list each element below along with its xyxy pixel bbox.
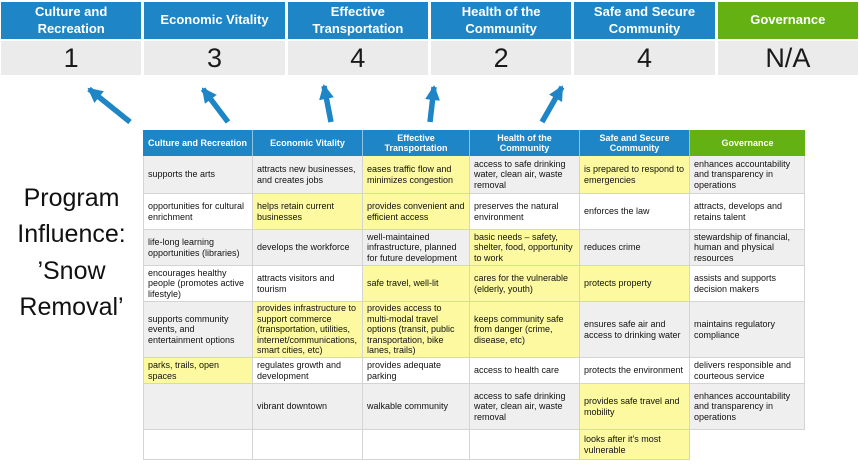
matrix-cell: enhances accountability and transparency… xyxy=(690,156,805,194)
matrix-cell xyxy=(143,430,253,460)
matrix-cell: delivers responsible and courteous servi… xyxy=(690,358,805,384)
up-arrow-icon xyxy=(539,85,565,124)
scoreboard-header-effective-transportation: Effective Transportation xyxy=(287,2,428,39)
matrix-cell: enhances accountability and transparency… xyxy=(690,384,805,430)
matrix-cell: life-long learning opportunities (librar… xyxy=(143,230,253,266)
matrix-cell xyxy=(253,430,363,460)
matrix-cell: looks after it's most vulnerable xyxy=(580,430,690,460)
matrix-cell: reduces crime xyxy=(580,230,690,266)
scoreboard-score-economic-vitality: 3 xyxy=(144,41,285,75)
matrix-cell: provides infrastructure to support comme… xyxy=(253,302,363,358)
scoreboard-header-economic-vitality: Economic Vitality xyxy=(144,2,285,39)
matrix-cell: vibrant downtown xyxy=(253,384,363,430)
matrix-cell: safe travel, well-lit xyxy=(363,266,470,302)
matrix-cell: provides adequate parking xyxy=(363,358,470,384)
matrix-cell: assists and supports decision makers xyxy=(690,266,805,302)
scoreboard: Culture and Recreation Economic Vitality E… xyxy=(1,2,858,75)
matrix-cell: is prepared to respond to emergencies xyxy=(580,156,690,194)
up-arrow-icon xyxy=(425,85,440,123)
matrix-cell: helps retain current businesses xyxy=(253,194,363,230)
matrix-cell: provides convenient and efficient access xyxy=(363,194,470,230)
matrix-cell: preserves the natural environment xyxy=(470,194,580,230)
matrix-cell: parks, trails, open spaces xyxy=(143,358,253,384)
matrix-cell xyxy=(470,430,580,460)
matrix-cell: enforces the law xyxy=(580,194,690,230)
matrix-cell: provides safe travel and mobility xyxy=(580,384,690,430)
matrix-cell: develops the workforce xyxy=(253,230,363,266)
matrix-cell: maintains regulatory compliance xyxy=(690,302,805,358)
matrix-cell: provides access to multi-modal travel op… xyxy=(363,302,470,358)
scoreboard-score-effective-transportation: 4 xyxy=(287,41,428,75)
matrix-cell: access to health care xyxy=(470,358,580,384)
matrix-cell: protects property xyxy=(580,266,690,302)
up-arrow-icon xyxy=(200,87,231,124)
matrix-cell: well-maintained infrastructure, planned … xyxy=(363,230,470,266)
matrix-header-safe-and-secure-community: Safe and Secure Community xyxy=(580,130,690,156)
matrix-cell: stewardship of financial, human and phys… xyxy=(690,230,805,266)
matrix-cell: access to safe drinking water, clean air… xyxy=(470,156,580,194)
matrix-cell: eases traffic flow and minimizes congest… xyxy=(363,156,470,194)
matrix-cell: ensures safe air and access to drinking … xyxy=(580,302,690,358)
matrix-header-economic-vitality: Economic Vitality xyxy=(253,130,363,156)
matrix-cell: attracts visitors and tourism xyxy=(253,266,363,302)
scoreboard-header-governance: Governance xyxy=(717,2,858,39)
matrix-cell: access to safe drinking water, clean air… xyxy=(470,384,580,430)
up-arrow-icon xyxy=(319,84,334,123)
matrix-cell: encourages healthy people (promotes acti… xyxy=(143,266,253,302)
matrix-cell: supports community events, and entertain… xyxy=(143,302,253,358)
matrix-header-culture-and-recreation: Culture and Recreation xyxy=(143,130,253,156)
matrix-cell: opportunities for cultural enrichment xyxy=(143,194,253,230)
scoreboard-score-culture-and-recreation: 1 xyxy=(1,41,142,75)
matrix-cell xyxy=(363,430,470,460)
matrix-cell: attracts, develops and retains talent xyxy=(690,194,805,230)
matrix-cell: supports the arts xyxy=(143,156,253,194)
influence-matrix: Culture and Recreation Economic Vitality E… xyxy=(143,130,805,460)
scoreboard-score-health-of-the-community: 2 xyxy=(430,41,572,75)
matrix-header-governance: Governance xyxy=(690,130,805,156)
matrix-cell: basic needs – safety, shelter, food, opp… xyxy=(470,230,580,266)
matrix-cell: keeps community safe from danger (crime,… xyxy=(470,302,580,358)
scoreboard-score-governance: N/A xyxy=(717,41,858,75)
matrix-cell: protects the environment xyxy=(580,358,690,384)
matrix-header-effective-transportation: Effective Transportation xyxy=(363,130,470,156)
matrix-cell xyxy=(143,384,253,430)
program-influence-label: Program Influence: ’Snow Removal’ xyxy=(17,184,126,321)
scoreboard-header-culture-and-recreation: Culture and Recreation xyxy=(1,2,142,39)
matrix-cell: regulates growth and development xyxy=(253,358,363,384)
scoreboard-header-health-of-the-community: Health of the Community xyxy=(430,2,572,39)
matrix-cell: attracts new businesses, and creates job… xyxy=(253,156,363,194)
scoreboard-score-safe-and-secure-community: 4 xyxy=(574,41,715,75)
scoreboard-header-safe-and-secure-community: Safe and Secure Community xyxy=(574,2,715,39)
matrix-header-health-of-the-community: Health of the Community xyxy=(470,130,580,156)
up-arrow-icon xyxy=(87,86,132,125)
influence-arrows xyxy=(87,84,565,125)
matrix-cell xyxy=(690,430,805,460)
matrix-cell: walkable community xyxy=(363,384,470,430)
matrix-cell: cares for the vulnerable (elderly, youth… xyxy=(470,266,580,302)
